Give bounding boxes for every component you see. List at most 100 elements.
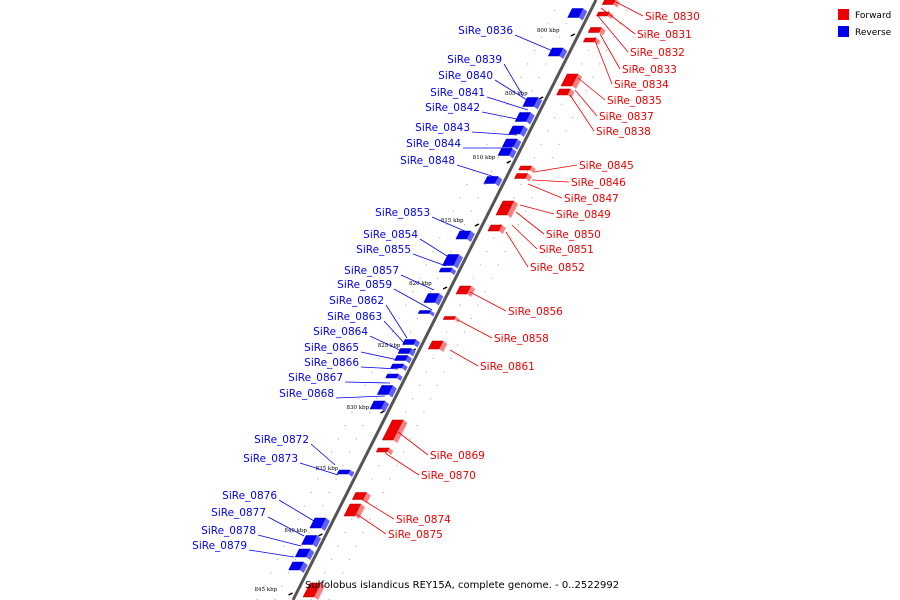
leader-line <box>257 534 302 547</box>
gene-box-side <box>508 148 517 159</box>
leader-line <box>469 291 507 312</box>
forward-gene-label: SiRe_0849 <box>556 209 611 221</box>
gene-box-side <box>572 74 583 89</box>
tick-label: 800 kbp <box>537 28 560 34</box>
leader-line <box>533 164 578 173</box>
reverse-gene-feature <box>455 230 475 242</box>
gene-box-side <box>401 364 408 371</box>
legend-label-reverse: Reverse <box>855 28 892 38</box>
gene-box-side <box>525 173 532 182</box>
leader-line <box>397 431 429 456</box>
leader-line <box>351 510 387 535</box>
reverse-gene-feature <box>483 176 503 187</box>
forward-gene-label: SiRe_0874 <box>396 514 451 526</box>
tick-label: 825 kbp <box>378 343 401 349</box>
forward-gene-feature <box>302 582 326 600</box>
reverse-gene-feature <box>508 125 528 137</box>
reverse-gene-feature <box>369 400 389 412</box>
gene-box <box>438 267 453 273</box>
tick-mark <box>442 286 448 290</box>
leader-line <box>360 351 399 361</box>
leader-line <box>597 15 629 53</box>
forward-gene-feature <box>455 285 476 297</box>
gene-box <box>442 316 457 320</box>
gene-box-side <box>408 348 416 357</box>
tick-label: 830 kbp <box>346 405 369 411</box>
gene-box-side <box>312 535 322 548</box>
leader-line <box>419 238 448 257</box>
gene-box-side <box>519 126 528 137</box>
leader-line <box>360 366 399 370</box>
reverse-gene-feature <box>547 47 568 59</box>
gene-box-side <box>439 341 448 352</box>
reverse-gene-label: SiRe_0853 <box>375 207 430 219</box>
reverse-gene-label: SiRe_0844 <box>406 138 461 150</box>
leader-line <box>335 395 386 399</box>
forward-gene-label: SiRe_0837 <box>599 111 654 123</box>
reverse-gene-label: SiRe_0863 <box>327 311 382 323</box>
forward-gene-label: SiRe_0838 <box>596 126 651 138</box>
reverse-gene-label: SiRe_0841 <box>430 87 485 99</box>
gene-box-side <box>299 562 308 573</box>
tick-mark <box>288 592 293 596</box>
gene-box-side <box>567 89 575 98</box>
leader-line <box>310 443 336 466</box>
leader-line <box>344 381 391 384</box>
reverse-gene-label: SiRe_0842 <box>425 102 480 114</box>
forward-gene-feature <box>343 503 365 519</box>
forward-gene-label: SiRe_0852 <box>530 262 585 274</box>
gene-box-side <box>526 112 535 125</box>
forward-gene-label: SiRe_0832 <box>630 47 685 59</box>
forward-gene-feature <box>442 316 460 323</box>
reverse-gene-feature <box>336 469 355 477</box>
gene-box <box>390 363 405 369</box>
tick-mark <box>318 533 323 537</box>
leader-line <box>593 37 613 85</box>
leader-line <box>577 77 606 101</box>
forward-gene-label: SiRe_0846 <box>571 177 626 189</box>
forward-gene-label: SiRe_0847 <box>564 193 619 205</box>
leader-line <box>385 304 408 339</box>
gene-box-side <box>434 293 444 306</box>
gene-box <box>417 310 432 314</box>
forward-gene-feature <box>381 419 408 443</box>
gene-box-side <box>578 8 588 21</box>
reverse-gene-feature <box>497 148 517 159</box>
gene-box-side <box>467 286 476 297</box>
forward-gene-label: SiRe_0870 <box>421 470 476 482</box>
forward-gene-label: SiRe_0858 <box>494 333 549 345</box>
leader-line <box>457 319 493 339</box>
reverse-gene-label: SiRe_0865 <box>304 342 359 354</box>
reverse-gene-label: SiRe_0878 <box>201 525 256 537</box>
gene-box-side <box>388 385 397 398</box>
gene-box-side <box>466 231 475 242</box>
leader-line <box>383 320 406 345</box>
gene-box-side <box>453 254 463 269</box>
reverse-gene-feature <box>376 385 397 398</box>
forward-gene-feature <box>518 165 536 173</box>
forward-gene-feature <box>487 224 506 234</box>
leader-line <box>486 96 529 111</box>
forward-gene-label: SiRe_0845 <box>579 160 634 172</box>
guide-line <box>256 0 561 600</box>
reverse-gene-feature <box>501 138 522 150</box>
forward-gene-feature <box>560 73 583 89</box>
reverse-gene-feature <box>442 254 463 269</box>
tick-label: 815 kbp <box>441 218 464 224</box>
gene-box-side <box>348 470 355 477</box>
legend-swatch-reverse <box>838 26 849 37</box>
gene-box-side <box>320 518 330 531</box>
leader-line <box>369 335 405 353</box>
genome-caption: Sulfolobus islandicus REY15A, complete g… <box>305 580 619 591</box>
leader-line <box>357 496 395 520</box>
leader-line <box>456 164 499 179</box>
reverse-gene-label: SiRe_0848 <box>400 155 455 167</box>
genome-backbone <box>291 0 598 600</box>
gene-box <box>375 447 390 453</box>
leader-line <box>505 231 529 268</box>
reverse-gene-label: SiRe_0873 <box>243 453 298 465</box>
gene-box-side <box>529 166 536 173</box>
reverse-gene-label: SiRe_0839 <box>447 54 502 66</box>
forward-gene-label: SiRe_0834 <box>614 79 669 91</box>
leader-line <box>248 549 295 558</box>
